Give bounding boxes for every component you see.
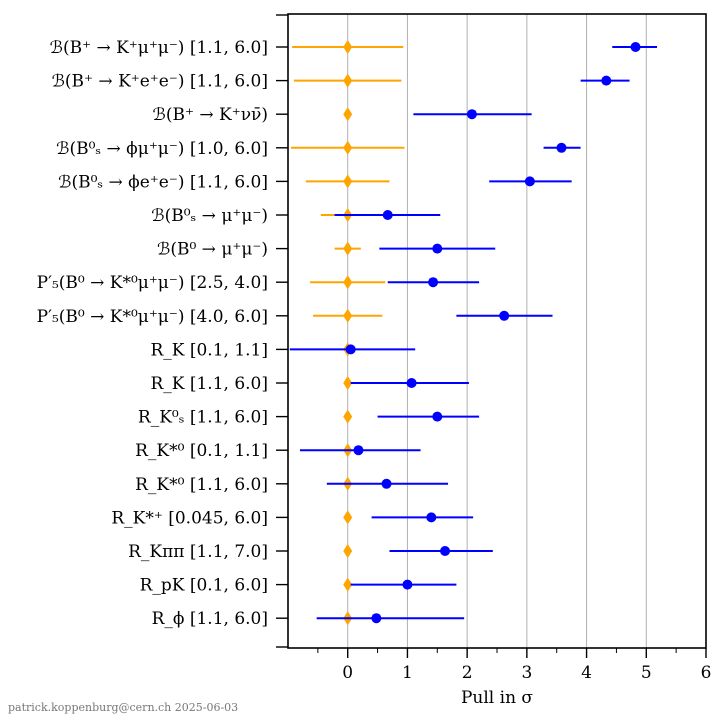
marks-layer (289, 40, 658, 626)
grid-layer (347, 14, 707, 648)
measurement-point (499, 310, 510, 321)
x-tick-label: 1 (402, 663, 413, 683)
measurement-point (440, 546, 451, 556)
reference-point (343, 577, 353, 592)
row-label: ℬ(B⁰ₛ → ϕe⁺e⁻) [1.1, 6.0] (58, 172, 268, 192)
measurement-point (345, 344, 356, 355)
measurement-point (524, 176, 535, 187)
reference-point (343, 544, 353, 558)
row-label: R_K [1.1, 6.0] (150, 374, 268, 394)
row-labels: ℬ(B⁺ → K⁺μ⁺μ⁻) [1.1, 6.0] ℬ(B⁺ → K⁺e⁺e⁻) … (37, 38, 268, 629)
measurement-point (432, 243, 443, 254)
footer-credit: patrick.koppenburg@cern.ch 2025-06-03 (8, 701, 238, 714)
row-label: P′₅(B⁰ → K*⁰μ⁺μ⁻) [4.0, 6.0] (37, 307, 268, 327)
row-label: R_Kππ [1.1, 7.0] (128, 542, 268, 562)
row-label: P′₅(B⁰ → K*⁰μ⁺μ⁻) [2.5, 4.0] (37, 273, 268, 293)
x-tick-label: 6 (701, 663, 712, 683)
measurement-point (630, 42, 641, 52)
row-label: ℬ(B⁺ → K⁺e⁺e⁻) [1.1, 6.0] (52, 72, 268, 92)
axes-layer: 0 1 2 3 4 5 6 (276, 13, 712, 683)
measurement-point (556, 142, 567, 153)
measurement-point (402, 579, 413, 590)
measurement-point (381, 478, 392, 489)
row-label: R_K*⁰ [1.1, 6.0] (135, 475, 268, 495)
reference-point (343, 40, 353, 54)
measurement-point (428, 277, 439, 288)
row-label: ℬ(B⁰ₛ → ϕμ⁺μ⁻) [1.0, 6.0] (56, 139, 268, 159)
reference-point (343, 73, 353, 88)
x-tick-label: 3 (521, 663, 532, 683)
x-tick-label: 4 (581, 663, 592, 683)
row-label: R_K [0.1, 1.1] (150, 340, 268, 360)
reference-point (343, 241, 353, 256)
measurement-point (382, 210, 393, 220)
measurement-point (432, 411, 443, 422)
reference-point (343, 107, 353, 122)
row-label: ℬ(B⁰ₛ → μ⁺μ⁻) (151, 206, 268, 226)
row-label: R_ϕ [1.1, 6.0] (152, 609, 268, 629)
row-label: R_K⁰ₛ [1.1, 6.0] (138, 408, 268, 428)
row-label: R_K*⁰ [0.1, 1.1] (135, 441, 268, 461)
reference-point (343, 409, 353, 424)
x-tick-label: 5 (641, 663, 652, 683)
row-label: ℬ(B⁺ → K⁺μ⁺μ⁻) [1.1, 6.0] (50, 38, 268, 58)
reference-point (343, 308, 353, 323)
reference-point (343, 510, 353, 525)
reference-point (343, 376, 353, 390)
reference-point (343, 275, 353, 290)
measurement-point (601, 75, 612, 86)
row-label: ℬ(B⁺ → K⁺νν̄) (153, 105, 269, 125)
measurement-point (353, 445, 364, 456)
measurement-point (466, 109, 477, 120)
row-label: ℬ(B⁰ → μ⁺μ⁻) (157, 240, 268, 260)
measurement-point (406, 378, 417, 388)
row-label: R_pK [0.1, 6.0] (140, 576, 268, 596)
x-axis-label: Pull in σ (461, 688, 533, 708)
x-tick-label: 2 (462, 663, 473, 683)
measurement-point (426, 512, 437, 523)
reference-point (343, 140, 353, 155)
x-tick-label: 0 (342, 663, 353, 683)
row-label: R_K*⁺ [0.045, 6.0] (111, 508, 268, 528)
measurement-point (371, 613, 382, 624)
reference-point (343, 174, 353, 189)
